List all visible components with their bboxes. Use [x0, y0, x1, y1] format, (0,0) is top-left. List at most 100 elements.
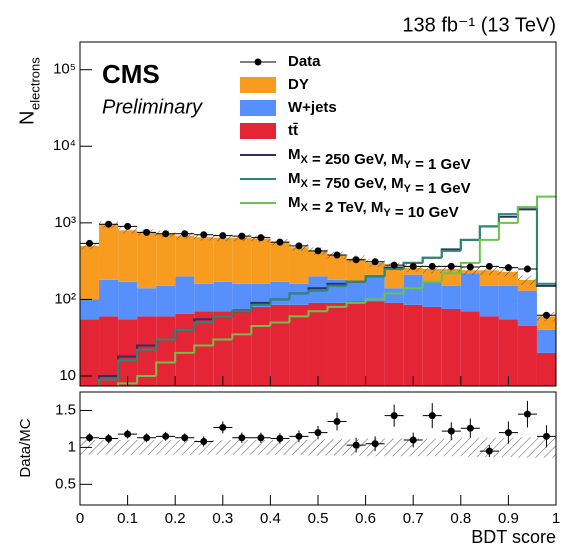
stack-bar [118, 230, 138, 282]
signal-step [98, 378, 119, 386]
stack-bar [194, 237, 214, 284]
lumi-label: 138 fb⁻¹ (13 TeV) [402, 14, 556, 36]
stack-bar [460, 273, 480, 312]
ratio-point [523, 410, 531, 418]
ratio-point [200, 437, 208, 445]
stack-bar [517, 279, 537, 291]
stack-bar [251, 306, 271, 386]
ratio-point [238, 434, 246, 442]
ratio-uncertainty-band [460, 437, 480, 457]
signal-step [250, 324, 271, 335]
y-tick-label: 10² [54, 290, 76, 307]
signal-step [345, 280, 366, 286]
data-point [352, 256, 360, 264]
signal-step [98, 374, 119, 386]
stack-bar [403, 274, 423, 305]
y-axis-label: N electrons [16, 57, 42, 125]
signal-step [497, 221, 518, 240]
stack-bar [308, 250, 328, 277]
data-point [333, 251, 341, 259]
ratio-point [257, 434, 265, 442]
data-point [295, 242, 303, 250]
signal-step [288, 315, 309, 323]
stack-bar [536, 352, 556, 386]
stack-bar [80, 245, 100, 300]
ratio-point [428, 412, 436, 420]
stack-bar [327, 255, 347, 280]
stack-bar [384, 266, 404, 289]
signal-step [535, 209, 556, 287]
signal-step [250, 303, 271, 312]
x-tick-label: 0.4 [260, 510, 281, 527]
stack-bar [232, 237, 252, 284]
stack-bar [498, 319, 518, 386]
stack-bar [99, 279, 119, 317]
stack-bar [498, 285, 518, 320]
ratio-uncertainty-band [137, 440, 157, 455]
stack-bar [194, 311, 214, 386]
stack-bar [270, 304, 290, 386]
stack-bar [137, 232, 157, 289]
stack-bar [118, 319, 138, 386]
signal-step [212, 315, 233, 323]
signal-step [174, 328, 195, 340]
signal-step [402, 287, 423, 294]
signal-step [155, 361, 176, 376]
data-point [390, 261, 398, 269]
ratio-point [371, 440, 379, 448]
signal-step [364, 298, 385, 303]
data-point [181, 230, 189, 238]
signal-step [402, 261, 423, 269]
stack-bar [289, 247, 309, 284]
signal-step [307, 289, 328, 294]
signal-step [516, 208, 537, 217]
data-point [428, 262, 436, 270]
ratio-point [181, 434, 189, 442]
uncertainty-band [118, 227, 138, 234]
ratio-point [447, 427, 455, 435]
signal-step [478, 225, 499, 240]
signal-step [535, 207, 556, 285]
stack-bar [289, 304, 309, 386]
stack-bar [137, 288, 157, 317]
signal-step [516, 206, 537, 215]
stack-bar [270, 281, 290, 305]
stack-bar [156, 316, 176, 386]
legend-label: MX = 750 GeV, MY = 1 GeV [288, 170, 471, 197]
ratio-uncertainty-band [251, 440, 271, 455]
ratio-point [542, 432, 550, 440]
ratio-y-tick-label: 0.5 [55, 475, 76, 492]
ratio-uncertainty-band [422, 438, 442, 457]
stack-bar [517, 325, 537, 386]
stack-bar [384, 302, 404, 386]
stack-bar [213, 281, 233, 312]
x-axis-label: BDT score [471, 527, 556, 547]
x-tick-label: 0.7 [403, 510, 424, 527]
stack-bar [194, 283, 214, 312]
stack-bar [175, 235, 195, 277]
x-tick-label: 0.3 [212, 510, 233, 527]
data-point [124, 222, 132, 230]
stack-bar [175, 313, 195, 386]
legend-label: MX = 250 GeV, MY = 1 GeV [288, 146, 471, 173]
signal-step [421, 256, 442, 263]
data-point [105, 220, 113, 228]
ratio-point [143, 434, 151, 442]
signal-step [231, 333, 252, 340]
signal-step [535, 195, 556, 208]
ratio-uncertainty-band [232, 440, 252, 455]
stack-bar [479, 316, 499, 386]
ratio-uncertainty-band [99, 440, 119, 455]
stack-bar [536, 329, 556, 353]
signal-step [459, 238, 480, 250]
stack-bar [80, 299, 100, 320]
x-tick-label: 0.2 [165, 510, 186, 527]
signal-step [117, 359, 138, 380]
x-tick-label: 0.1 [117, 510, 138, 527]
main-frame [79, 41, 557, 387]
signal-step [478, 238, 499, 263]
data-point [466, 263, 474, 271]
stack-bar [365, 301, 385, 386]
stack-bar [441, 285, 461, 309]
